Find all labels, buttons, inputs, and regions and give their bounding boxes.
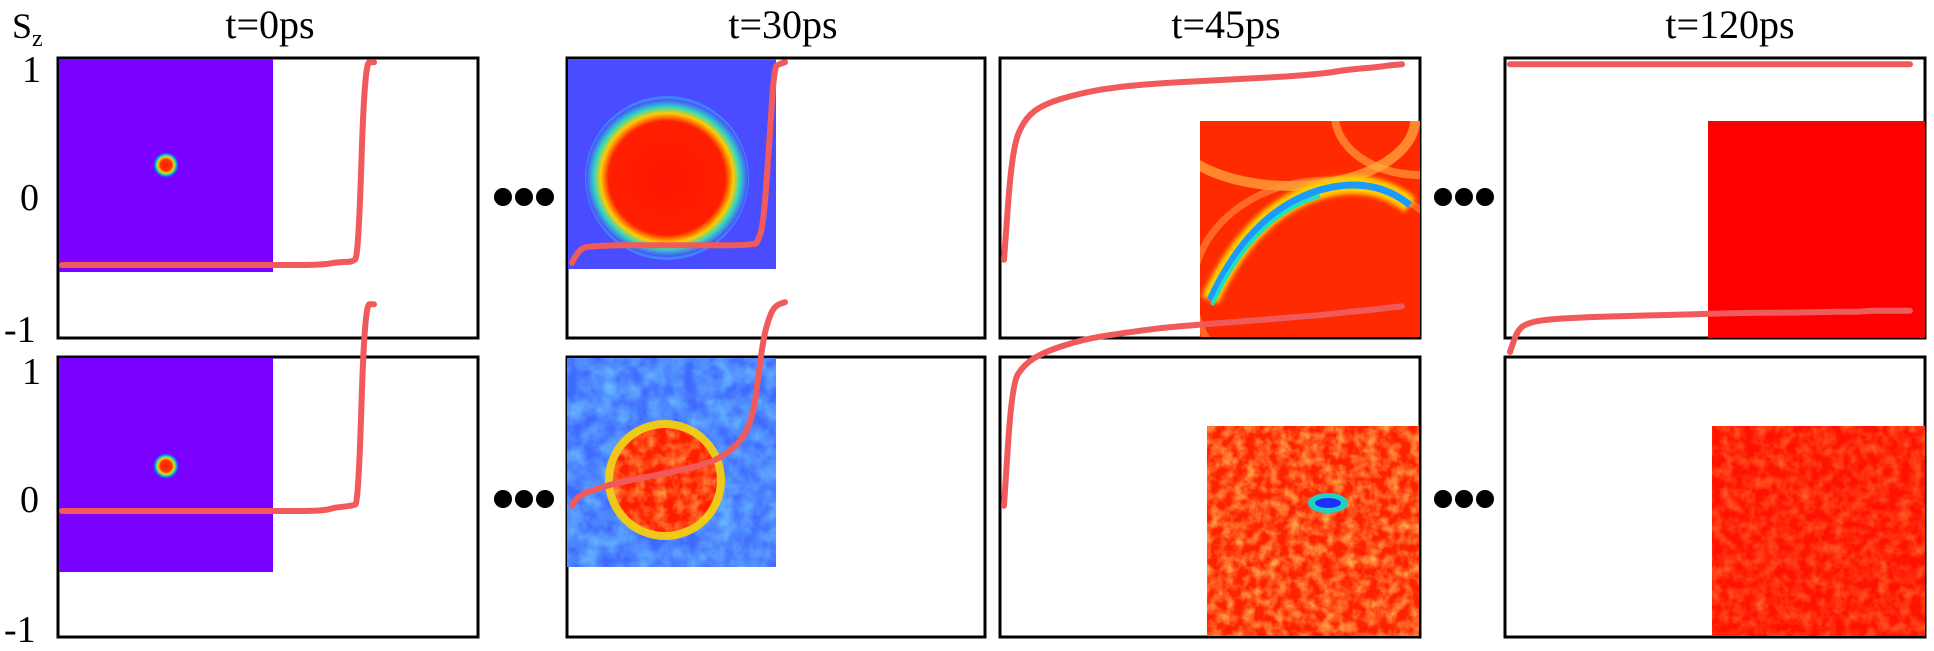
ellipsis-r1-a (494, 188, 554, 206)
ytick-row2-bot: -1 (4, 609, 36, 651)
curve-row-1-t=45ps (1001, 61, 1405, 263)
curve-row-1-t=30ps (569, 59, 788, 266)
curve-row-2-t=120ps (1507, 307, 1913, 355)
inset-r2-t30 (567, 358, 776, 567)
ytick-row2-top: 1 (22, 351, 41, 393)
curves-layer (59, 59, 1913, 514)
curve-row-1-t=0ps (59, 59, 377, 268)
ytick-row2-mid: 0 (20, 479, 39, 521)
ellipsis-r2-b (1434, 490, 1494, 508)
curve-row-2-t=45ps (1001, 303, 1405, 509)
inset-r2-t45 (1207, 426, 1419, 636)
time-label-t30: t=30ps (728, 2, 837, 47)
inset-r1-t30 (568, 59, 776, 269)
inset-r1-t0 (59, 59, 273, 272)
ytick-row1-mid: 0 (20, 177, 39, 219)
curve-row-2-t=0ps (59, 301, 377, 514)
curve-row-2-t=30ps (569, 299, 788, 509)
ellipsis-r2-a (494, 490, 554, 508)
ellipsis-r1-b (1434, 188, 1494, 206)
sz-axis-label: Sz (12, 6, 43, 52)
time-label-t45: t=45ps (1171, 2, 1280, 47)
inset-r2-t120 (1712, 426, 1925, 636)
ytick-row1-top: 1 (22, 49, 41, 91)
inset-r2-t0 (59, 358, 273, 572)
ytick-row1-bot: -1 (4, 309, 36, 351)
time-label-t120: t=120ps (1665, 2, 1794, 47)
inset-r1-t45 (1200, 121, 1420, 337)
inset-r1-t120 (1708, 121, 1925, 338)
time-label-t0: t=0ps (225, 2, 314, 47)
